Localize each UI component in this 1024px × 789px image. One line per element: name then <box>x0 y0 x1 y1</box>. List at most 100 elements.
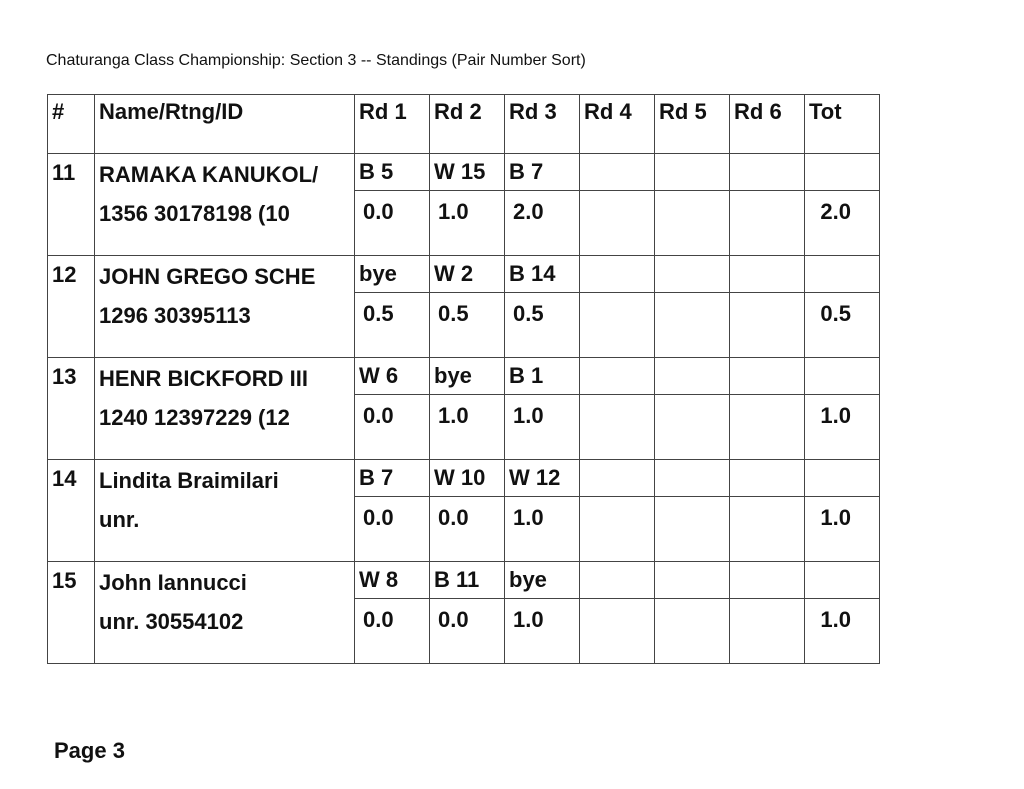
player-name: John Iannucci <box>99 570 247 595</box>
round-opponent: W 2 <box>429 255 505 293</box>
round-score <box>729 394 805 460</box>
player-info: 1296 30395113 <box>99 303 251 328</box>
header-cell: # <box>47 94 95 154</box>
round-opponent <box>729 357 805 395</box>
player-score-row: 0.5 0.5 0.5 0.5 <box>48 292 880 358</box>
round-score: 0.5 <box>354 292 430 358</box>
total-cell-top <box>804 357 880 395</box>
player-cell: RAMAKA KANUKOL/1356 30178198 (10 <box>94 153 355 256</box>
total-cell-top <box>804 153 880 191</box>
round-score <box>579 190 655 256</box>
round-score: 1.0 <box>504 496 580 562</box>
player-info: 1240 12397229 (12 <box>99 405 290 430</box>
round-opponent: B 7 <box>504 153 580 191</box>
player-row: 13 HENR BICKFORD III 1240 12397229 (12 W 6… <box>47 357 880 460</box>
round-opponent <box>654 153 730 191</box>
round-score: 1.0 <box>504 394 580 460</box>
round-score: 0.5 <box>429 292 505 358</box>
pair-number: 14 <box>47 459 95 562</box>
total-cell-top <box>804 255 880 293</box>
round-opponent: B 7 <box>354 459 430 497</box>
round-score <box>654 190 730 256</box>
player-info: unr. 30554102 <box>99 609 244 634</box>
total-score: 1.0 <box>804 598 880 664</box>
header-cell: Rd 5 <box>654 94 730 154</box>
round-score <box>729 190 805 256</box>
document-title: Chaturanga Class Championship: Section 3… <box>46 52 586 69</box>
page-number: Page 3 <box>54 738 125 763</box>
round-opponent: bye <box>354 255 430 293</box>
round-opponent <box>579 357 655 395</box>
total-score: 1.0 <box>804 496 880 562</box>
header-cell: Rd 1 <box>354 94 430 154</box>
round-score <box>579 292 655 358</box>
pair-number: 13 <box>47 357 95 460</box>
round-score: 1.0 <box>429 190 505 256</box>
player-info: 1356 30178198 (10 <box>99 201 290 226</box>
player-cell: Lindita Braimilari unr. <box>94 459 355 562</box>
player-name: JOHN GREGO SCHE <box>99 264 316 289</box>
round-opponent <box>579 459 655 497</box>
round-score <box>654 292 730 358</box>
round-score <box>729 292 805 358</box>
player-name: RAMAKA KANUKOL/ <box>99 162 319 187</box>
round-score: 0.0 <box>354 394 430 460</box>
round-score <box>654 598 730 664</box>
total-score: 1.0 <box>804 394 880 460</box>
round-score: 0.0 <box>354 598 430 664</box>
round-opponent: B 1 <box>504 357 580 395</box>
round-opponent: W 10 <box>429 459 505 497</box>
round-opponent: bye <box>429 357 505 395</box>
round-opponent: B 11 <box>429 561 505 599</box>
round-score: 0.0 <box>429 496 505 562</box>
round-score: 0.0 <box>429 598 505 664</box>
header-cell: Name/Rtng/ID <box>94 94 355 154</box>
pair-number: 11 <box>47 153 95 256</box>
round-opponent: B 5 <box>354 153 430 191</box>
round-score <box>579 394 655 460</box>
round-opponent <box>729 153 805 191</box>
round-score: 1.0 <box>429 394 505 460</box>
total-score: 2.0 <box>804 190 880 256</box>
round-opponent: W 6 <box>354 357 430 395</box>
header-cell: Rd 2 <box>429 94 505 154</box>
round-opponent <box>654 561 730 599</box>
round-score: 0.0 <box>354 496 430 562</box>
round-opponent <box>579 153 655 191</box>
player-cell: JOHN GREGO SCHE 1296 30395113 <box>94 255 355 358</box>
round-score: 1.0 <box>504 598 580 664</box>
pair-number: 15 <box>47 561 95 664</box>
player-cell: HENR BICKFORD III 1240 12397229 (12 <box>94 357 355 460</box>
total-cell-top <box>804 561 880 599</box>
header-cell: Rd 3 <box>504 94 580 154</box>
round-opponent <box>729 459 805 497</box>
total-score: 0.5 <box>804 292 880 358</box>
round-score <box>654 394 730 460</box>
round-opponent: W 8 <box>354 561 430 599</box>
round-opponent: B 14 <box>504 255 580 293</box>
round-opponent <box>729 561 805 599</box>
pair-number: 12 <box>47 255 95 358</box>
player-score-row: 0.0 0.0 1.0 1.0 <box>48 598 880 664</box>
header-cell: Rd 6 <box>729 94 805 154</box>
round-score: 2.0 <box>504 190 580 256</box>
round-score: 0.0 <box>354 190 430 256</box>
round-score <box>729 496 805 562</box>
player-info: unr. <box>99 507 140 532</box>
header-cell: Tot <box>804 94 880 154</box>
round-opponent: W 12 <box>504 459 580 497</box>
player-score-row: 0.0 0.0 1.0 1.0 <box>48 496 880 562</box>
round-opponent <box>579 561 655 599</box>
round-score: 0.5 <box>504 292 580 358</box>
round-opponent: bye <box>504 561 580 599</box>
player-score-row: 0.0 1.0 1.0 1.0 <box>48 394 880 460</box>
round-score <box>654 496 730 562</box>
header-cell: Rd 4 <box>579 94 655 154</box>
round-opponent <box>654 459 730 497</box>
player-name: Lindita Braimilari <box>99 468 279 493</box>
round-score <box>579 598 655 664</box>
round-score <box>729 598 805 664</box>
